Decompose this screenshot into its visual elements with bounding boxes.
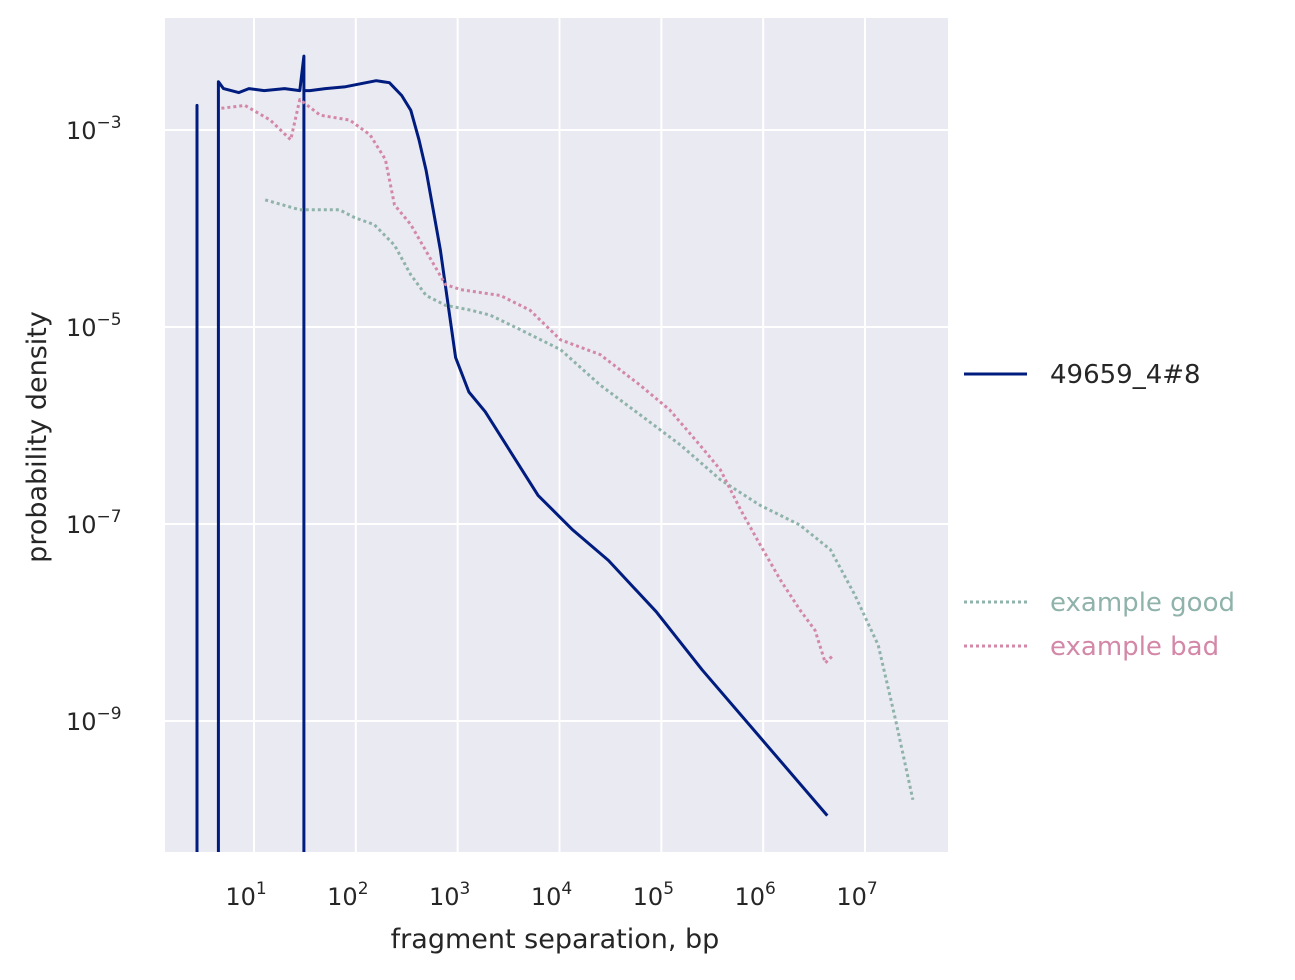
series-line-2: [221, 98, 834, 665]
x-tick-label: 106: [734, 879, 775, 911]
x-tick-label: 107: [836, 879, 877, 911]
x-tick-label: 103: [429, 879, 470, 911]
y-tick-label: 10−3: [66, 113, 122, 145]
y-tick-label: 10−5: [66, 310, 122, 342]
x-axis-label: fragment separation, bp: [391, 924, 720, 955]
x-tick-label: 101: [225, 879, 266, 911]
legend-label: example bad: [1050, 632, 1219, 662]
legend-label: 49659_4#8: [1050, 360, 1201, 390]
y-axis-label: probability density: [22, 311, 53, 563]
series-line-1: [264, 198, 915, 801]
plot-area: [165, 18, 948, 852]
x-tick-label: 102: [327, 879, 368, 911]
series-line-0: [195, 54, 829, 852]
x-tick-label: 105: [633, 879, 674, 911]
x-tick-label: 104: [531, 879, 572, 911]
y-tick-label: 10−7: [66, 507, 122, 539]
y-tick-label: 10−9: [66, 704, 122, 736]
legend-label: example good: [1050, 588, 1235, 618]
